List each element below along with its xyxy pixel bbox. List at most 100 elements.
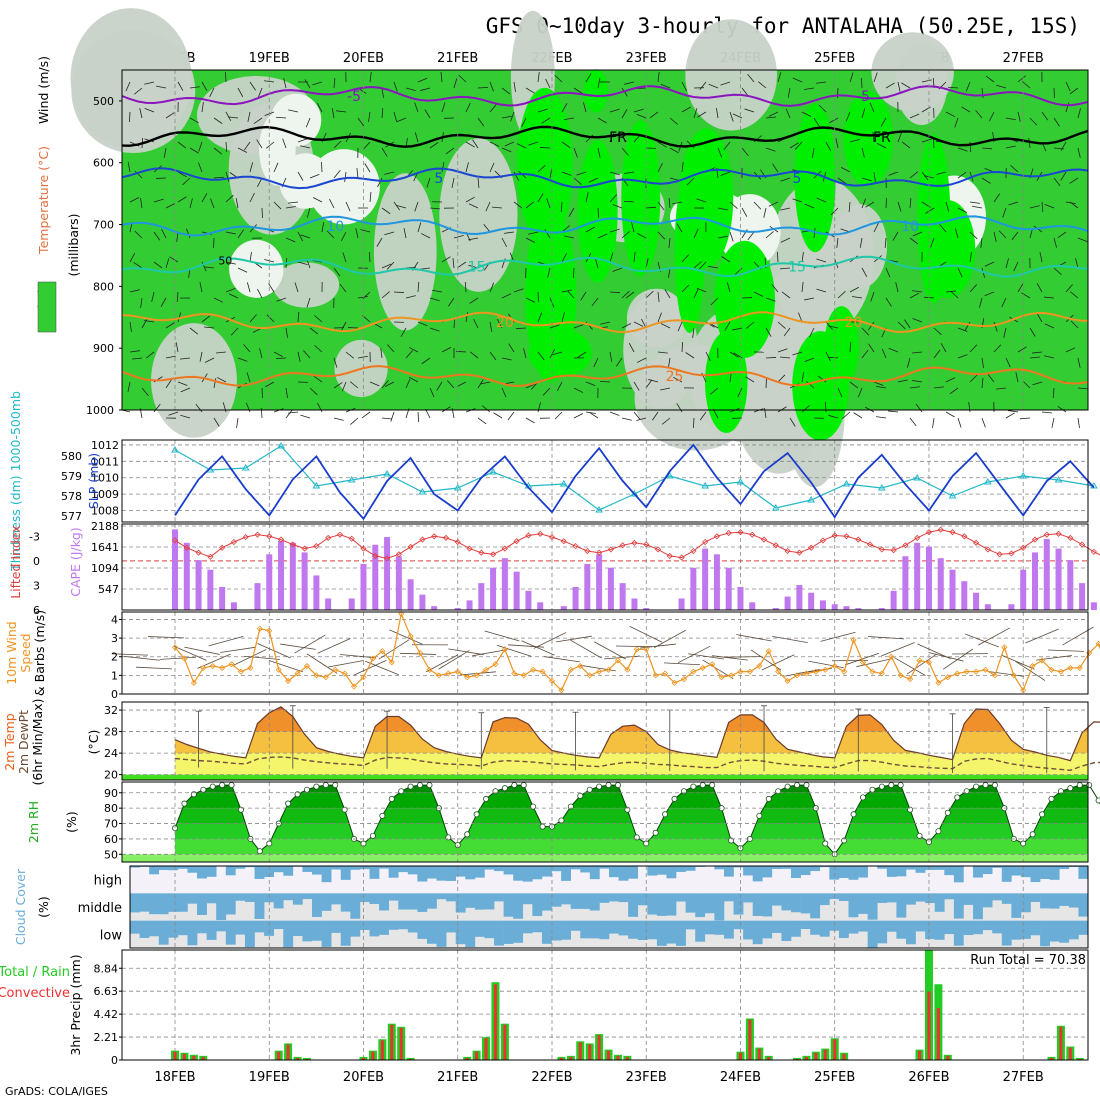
wind10m-barb <box>688 653 724 660</box>
wind-barb <box>567 290 575 299</box>
wind-barb <box>717 207 728 211</box>
wind-barb <box>696 287 707 293</box>
wind-barb <box>945 111 956 118</box>
wind10m-point <box>822 666 829 673</box>
cloud-high-bar <box>350 866 361 870</box>
wind-barb <box>381 291 390 299</box>
wind10m-point <box>247 664 254 671</box>
wind-barb <box>972 205 983 209</box>
cape-bar <box>631 598 638 610</box>
wind-barb <box>329 198 335 209</box>
cloud-middle-bar <box>388 893 399 901</box>
wind10m-tick-label: 4 <box>111 613 118 626</box>
precip-convective-bar <box>823 1049 827 1060</box>
lifted-axis-label: Lifted Index <box>8 525 23 599</box>
wind-barb <box>333 170 341 179</box>
wind-barb <box>282 138 287 149</box>
wind10m-point <box>925 659 933 666</box>
wind-barb <box>1015 372 1019 383</box>
cloud-high-bar <box>676 866 686 872</box>
cloud-middle-bar <box>168 893 179 912</box>
wind-barb <box>969 201 980 204</box>
wind-barb <box>355 228 359 239</box>
temperature-legend-label-part: Temperature (°C) <box>36 146 51 255</box>
wind-barb <box>957 417 962 428</box>
wind-barb <box>381 87 384 98</box>
wind-barb <box>125 81 131 92</box>
wind-barb <box>1028 138 1031 149</box>
wind10m-point <box>963 668 970 675</box>
temperature-contour-label: -5 <box>856 89 870 105</box>
wind-barb <box>165 379 172 389</box>
rh-point <box>794 782 801 789</box>
cloud-high-bar <box>398 866 409 873</box>
wind10m-point <box>850 636 857 644</box>
wind-barb <box>777 72 782 83</box>
cloud-low-bar <box>302 920 313 942</box>
wind-barb <box>692 327 695 338</box>
precip-axis-label: 3hr Precip (mm) <box>68 954 83 1055</box>
lifted-tick-label: 0 <box>33 555 40 568</box>
cloud-low-bar <box>637 920 648 941</box>
cloud-high-bar <box>197 866 207 879</box>
cape-bar <box>737 586 744 610</box>
wind-barb <box>789 417 796 427</box>
precip-convective-bar <box>738 1052 742 1060</box>
bottom-date-label: 25FEB <box>814 1070 855 1085</box>
wind10m-point <box>718 674 725 681</box>
precip-tick-label: 0 <box>111 1054 118 1067</box>
wind-barb <box>204 266 215 269</box>
cape-bar <box>1067 560 1074 610</box>
rh-moist-patch <box>621 120 661 277</box>
wind-barb <box>660 83 671 89</box>
cloud-high-bar <box>953 866 964 883</box>
cloud-high-bar <box>905 866 916 870</box>
wind10m-point <box>558 687 565 694</box>
precip-tick-label: 8.84 <box>94 962 119 975</box>
cloud-high-bar <box>561 866 571 881</box>
wind-barb <box>204 357 215 363</box>
wind-barb <box>285 387 288 398</box>
wind-barb <box>861 198 867 209</box>
thickness-point <box>171 446 179 453</box>
rh-dry-patch <box>272 262 340 308</box>
cloud-middle-bar <box>465 893 476 908</box>
wind-barb <box>585 226 595 233</box>
cloud-middle-bar <box>369 893 380 904</box>
wind-barb <box>798 312 803 323</box>
wind-barb <box>1044 204 1055 209</box>
cloud-high-bar <box>752 866 763 882</box>
wind-legend-label-part: Wind (m/s) <box>36 56 51 124</box>
wind10m-tick-label: 3 <box>111 632 118 645</box>
wind-barb <box>408 376 419 383</box>
wind-barb <box>768 111 779 117</box>
wind-barb <box>189 117 199 124</box>
wind10m-point <box>662 670 669 677</box>
cloud-middle-bar <box>206 893 217 904</box>
wind-barb <box>1005 117 1016 121</box>
cape-bar <box>843 606 850 610</box>
wind-barb <box>417 281 420 293</box>
cloud-high-bar <box>513 866 524 881</box>
wind-barb <box>599 380 611 383</box>
rh-axis-label: 2m RH <box>26 801 41 843</box>
cloud-middle-bar <box>426 893 437 909</box>
rh-point <box>407 783 414 790</box>
cloud-low-bar <box>925 920 936 940</box>
wind-barb <box>1057 406 1067 413</box>
wind-barb <box>1070 320 1079 329</box>
wind10m-point <box>944 674 951 681</box>
cloud-high-bar <box>992 866 1003 868</box>
wind-barb <box>981 147 992 150</box>
wind10m-point <box>793 672 801 679</box>
cloud-middle-bar <box>254 893 265 919</box>
wind-barb <box>624 171 635 174</box>
cloud-layer-label: middle <box>78 901 122 916</box>
rh-point <box>690 783 697 790</box>
wind-barb <box>297 138 308 143</box>
wind-barb <box>216 377 227 383</box>
wind-barb <box>182 177 191 186</box>
cloud-high-bar <box>858 866 868 878</box>
wind-barb <box>1053 267 1062 275</box>
